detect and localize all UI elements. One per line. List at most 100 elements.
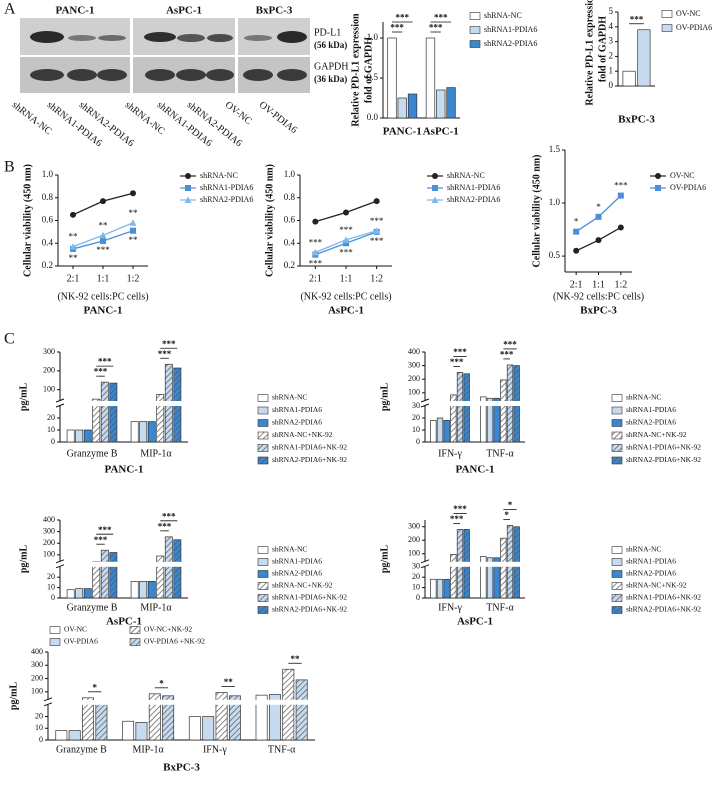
legend-swatch — [469, 12, 481, 20]
legend-label: shRNA-NC+NK-92 — [272, 430, 333, 439]
bar — [268, 694, 281, 741]
y-axis-label: pg/mL — [18, 383, 29, 412]
protein-size: (56 kDa) — [314, 40, 347, 50]
bar — [215, 692, 228, 741]
y-tick-label: 30 — [412, 401, 420, 410]
bar — [109, 552, 118, 599]
y-tick-label: 0 — [51, 593, 55, 602]
bar — [109, 382, 118, 443]
x-axis-label: BxPC-3 — [163, 762, 200, 774]
bar — [436, 89, 446, 119]
bar — [162, 695, 175, 741]
y-tick-label: 10 — [35, 723, 43, 732]
y-axis-label: pg/mL — [379, 383, 390, 412]
y-tick-label: 0.2 — [284, 260, 295, 270]
legend-label: shRNA-NC+NK-92 — [626, 430, 687, 439]
legend-label: shRNA1-PDIA6 — [626, 557, 676, 566]
bar — [430, 578, 437, 599]
x-tick-label: IFN-γ — [438, 602, 462, 613]
legend-label: shRNA-NC — [626, 393, 661, 402]
x-axis-label: PANC-1 — [456, 464, 495, 476]
bar — [255, 694, 268, 741]
bar — [100, 549, 109, 599]
y-tick-label: 200 — [408, 374, 420, 383]
band — [277, 69, 307, 81]
y-tick-label: 300 — [408, 522, 420, 531]
legend-label: OV-NC+NK-92 — [144, 625, 192, 634]
break-mark — [55, 564, 65, 569]
marker — [617, 224, 624, 231]
band — [30, 31, 64, 43]
band — [30, 69, 64, 81]
y-tick-label: 1.5 — [549, 144, 561, 154]
bar — [637, 29, 651, 87]
significance: *** — [309, 237, 323, 247]
bar — [463, 373, 470, 443]
y-tick-label: 3 — [609, 36, 614, 46]
break-mark — [43, 702, 53, 707]
significance: * — [508, 500, 513, 510]
bar — [147, 581, 156, 599]
legend-label: shRNA2-PDIA6+NK-92 — [272, 455, 347, 464]
marker — [130, 227, 136, 234]
legend-swatch — [469, 40, 481, 48]
y-axis-label: fold of GAPDH — [363, 37, 374, 103]
y-tick-label: 20 — [412, 572, 420, 581]
legend-label: shRNA-NC — [626, 545, 661, 554]
y-axis-label: pg/mL — [18, 545, 29, 574]
significance: * — [92, 682, 97, 692]
y-tick-label: 0.6 — [284, 215, 296, 225]
bar — [148, 693, 161, 741]
legend-label: shRNA2-PDIA6 — [447, 195, 500, 204]
legend-label: shRNA-NC — [200, 171, 238, 180]
legend-swatch — [611, 456, 623, 465]
bar — [500, 379, 507, 443]
y-tick-label: 5 — [609, 6, 614, 16]
protein-size: (36 kDa) — [314, 74, 347, 84]
significance: *** — [339, 247, 353, 257]
bar — [397, 97, 407, 119]
y-tick-label: 300 — [31, 660, 43, 669]
legend-marker — [185, 173, 191, 179]
significance: *** — [158, 349, 172, 359]
x-tick-label: TNF-α — [486, 602, 514, 613]
y-axis-label: pg/mL — [379, 545, 390, 574]
legend-label: shRNA1-PDIA6+NK-92 — [626, 443, 701, 452]
chart-title: AsPC-1 — [328, 305, 364, 317]
significance: *** — [450, 357, 464, 367]
legend-label: shRNA2-PDIA6 — [200, 195, 253, 204]
significance: *** — [429, 23, 443, 33]
legend-swatch — [469, 26, 481, 34]
legend-swatch — [129, 626, 141, 634]
legend-marker — [431, 196, 439, 203]
x-tick-label: 1:2 — [370, 273, 383, 284]
bar — [456, 372, 464, 443]
legend-label: shRNA2-PDIA6+NK-92 — [272, 605, 347, 614]
marker — [342, 236, 350, 243]
bar — [430, 420, 437, 443]
legend-swatch — [611, 394, 623, 402]
bar — [82, 697, 95, 741]
x-axis-label: AsPC-1 — [457, 616, 493, 628]
x-tick-label: MIP-1α — [140, 602, 172, 613]
bar — [100, 381, 109, 443]
significance: ** — [69, 232, 79, 242]
y-tick-label: 10 — [47, 582, 55, 591]
significance: *** — [370, 236, 384, 246]
legend-swatch — [257, 546, 269, 554]
panel-label: B — [4, 159, 15, 176]
y-axis-label: fold of GAPDH — [597, 16, 608, 82]
bar — [480, 396, 487, 443]
bar — [139, 581, 148, 599]
y-tick-label: 0.0 — [367, 112, 379, 122]
y-tick-label: 0 — [416, 593, 420, 602]
marker — [373, 198, 380, 205]
legend-label: shRNA-NC+NK-92 — [272, 581, 333, 590]
break-mark — [420, 564, 430, 569]
y-tick-label: 100 — [43, 385, 55, 394]
bar — [387, 37, 397, 119]
bar — [130, 421, 139, 443]
legend-label: shRNA1-PDIA6 — [626, 405, 676, 414]
legend-swatch — [49, 638, 61, 646]
lane-label: shRNA1-PDIA6 — [155, 100, 214, 150]
